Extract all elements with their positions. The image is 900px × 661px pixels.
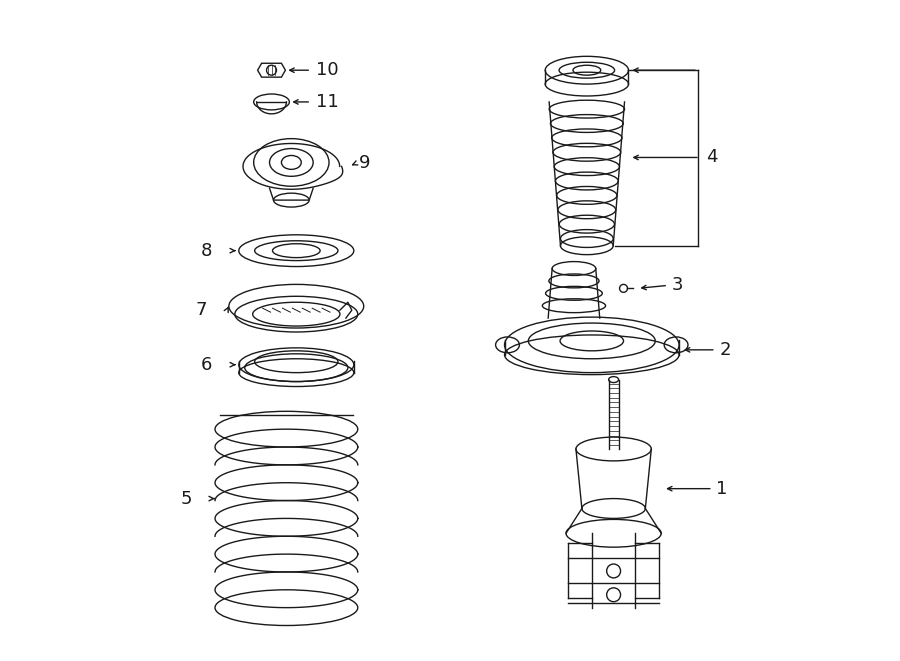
Text: 8: 8 <box>201 242 212 260</box>
Text: 10: 10 <box>316 61 338 79</box>
Text: 3: 3 <box>672 276 684 294</box>
Text: 2: 2 <box>720 341 731 359</box>
Text: 9: 9 <box>359 155 370 173</box>
Text: 6: 6 <box>201 356 212 373</box>
Text: 7: 7 <box>195 301 207 319</box>
Text: 1: 1 <box>716 480 727 498</box>
Text: 4: 4 <box>706 149 717 167</box>
Text: 5: 5 <box>181 490 193 508</box>
Text: 11: 11 <box>316 93 339 111</box>
